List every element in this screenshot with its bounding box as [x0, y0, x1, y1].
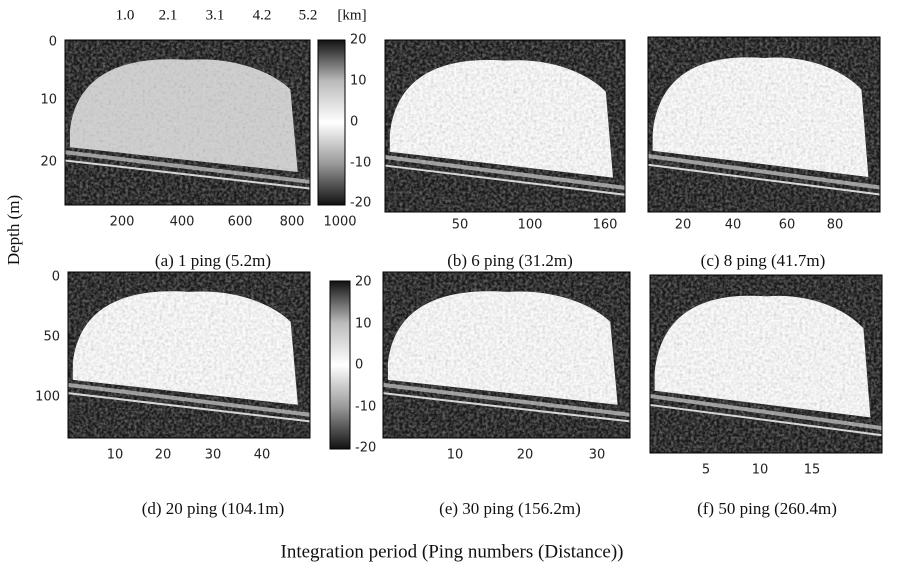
echogram-frame	[67, 271, 311, 439]
echogram-speckle	[385, 40, 625, 212]
echogram-frame	[64, 39, 311, 206]
x-tick-label: 40	[725, 218, 742, 233]
colorbar-tick-label: -10	[355, 400, 376, 415]
panel-caption: (a) 1 ping (5.2m)	[155, 251, 271, 270]
y-tick-label: 20	[40, 155, 57, 170]
colorbar-tick-label: 0	[355, 358, 363, 373]
top-axis-label: 4.2	[253, 7, 272, 23]
echogram-speckle	[648, 37, 880, 212]
colorbar-tick-label: -10	[350, 156, 371, 171]
colorbar	[317, 39, 346, 206]
colorbar-tick-label: 0	[350, 115, 358, 130]
colorbar-tick-label: -20	[350, 196, 371, 211]
y-tick-label: 0	[52, 270, 60, 285]
echogram-frame	[382, 271, 631, 439]
colorbar-tick-label: -20	[355, 441, 376, 456]
x-tick-label: 10	[752, 463, 769, 478]
echogram-speckle	[65, 40, 310, 205]
y-tick-label: 0	[49, 35, 57, 50]
x-tick-label: 20	[155, 448, 172, 463]
x-tick-label: 200	[110, 215, 135, 230]
y-tick-label: 50	[43, 330, 60, 345]
x-tick-label: 100	[518, 218, 543, 233]
x-tick-label: 1000	[323, 215, 356, 230]
x-tick-label: 10	[107, 448, 124, 463]
panel-caption: (d) 20 ping (104.1m)	[142, 499, 285, 518]
x-tick-label: 80	[827, 218, 844, 233]
echogram-speckle	[68, 272, 310, 438]
x-tick-label: 60	[779, 218, 796, 233]
echogram-frame	[649, 274, 883, 454]
colorbar-tick-label: 10	[350, 74, 367, 89]
x-tick-label: 160	[593, 218, 618, 233]
colorbar-tick-label: 10	[355, 317, 372, 332]
x-tick-label: 5	[702, 463, 710, 478]
panel-caption: (e) 30 ping (156.2m)	[439, 499, 581, 518]
x-tick-label: 40	[254, 448, 271, 463]
x-tick-label: 20	[675, 218, 692, 233]
x-axis-label: Integration period (Ping numbers (Distan…	[281, 541, 624, 562]
echogram-speckle	[383, 272, 630, 438]
x-tick-label: 50	[452, 218, 469, 233]
echogram-frame	[647, 36, 881, 213]
panel-caption: (f) 50 ping (260.4m)	[697, 499, 837, 518]
panel-caption: (b) 6 ping (31.2m)	[447, 251, 573, 270]
x-tick-label: 30	[589, 448, 606, 463]
echogram-frame	[384, 39, 626, 213]
colorbar-tick-label: 20	[350, 33, 367, 48]
y-axis-label: Depth (m)	[4, 195, 23, 265]
x-tick-label: 20	[517, 448, 534, 463]
top-axis-label: 5.2	[299, 7, 318, 23]
echogram-speckle	[650, 275, 882, 453]
x-tick-label: 400	[170, 215, 195, 230]
y-tick-label: 10	[40, 93, 57, 108]
x-tick-label: 600	[228, 215, 253, 230]
colorbar-tick-label: 20	[355, 275, 372, 290]
y-tick-label: 100	[35, 390, 60, 405]
x-tick-label: 30	[205, 448, 222, 463]
x-tick-label: 800	[280, 215, 305, 230]
top-axis-label: 2.1	[159, 7, 178, 23]
top-axis-unit: [km]	[337, 7, 366, 23]
panel-caption: (c) 8 ping (41.7m)	[701, 251, 826, 270]
top-axis-label: 1.0	[116, 7, 135, 23]
x-tick-label: 10	[447, 448, 464, 463]
x-tick-label: 15	[804, 463, 821, 478]
colorbar	[329, 280, 351, 450]
top-axis-label: 3.1	[206, 7, 225, 23]
